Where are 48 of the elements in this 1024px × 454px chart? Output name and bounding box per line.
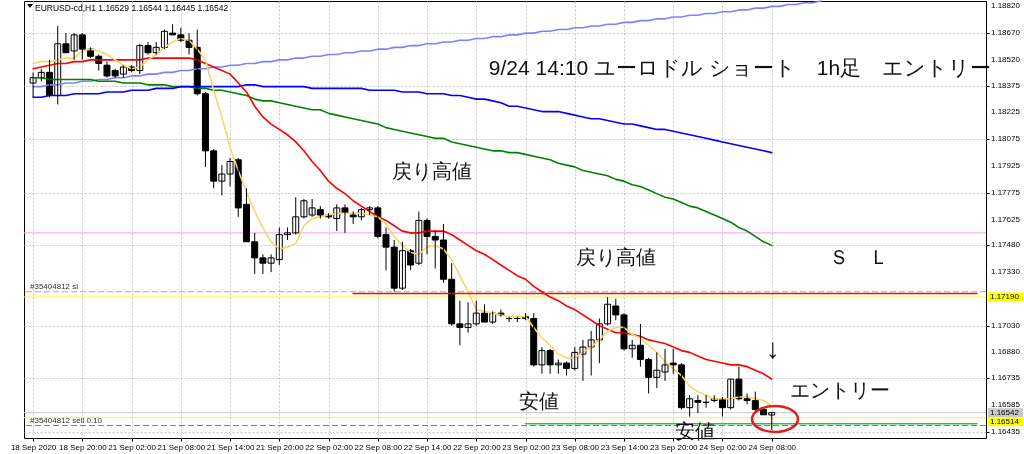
chart-title: EURUSD-cd,H1 1.16529 1.16544 1.16445 1.16542 — [35, 3, 229, 13]
x-tick-label: 22 Sep 08:00 — [354, 442, 403, 452]
y-tick-label: 1.16435 — [991, 426, 1021, 436]
y-tick-label: 1.18670 — [991, 28, 1021, 38]
annotation: 戻り高値 — [392, 160, 472, 182]
y-tick-label: 1.16880 — [991, 347, 1021, 357]
y-tick-label: 1.18075 — [991, 134, 1021, 144]
x-tick-label: 23 Sep 20:00 — [649, 442, 699, 452]
x-tick-label: 22 Sep 20:00 — [452, 442, 502, 452]
x-tick-label: 24 Sep 02:00 — [699, 442, 748, 452]
line-series — [32, 84, 773, 154]
y-tick-label: 1.17480 — [991, 240, 1021, 250]
x-tick-label: 21 Sep 02:00 — [108, 442, 157, 452]
x-tick-label: 21 Sep 20:00 — [256, 442, 305, 452]
annotation: 9/24 14:10 ユーロドル ショート 1h足 エントリー — [488, 56, 992, 79]
ref-line-label: 1.16514 — [990, 416, 1020, 426]
y-tick-label: 1.16585 — [991, 400, 1021, 409]
x-tick-label: 21 Sep 14:00 — [206, 442, 255, 452]
y-tick-label: 1.17925 — [991, 160, 1021, 170]
annotation: ↓ — [766, 333, 780, 364]
ref-line-label: #35404812 sl — [30, 281, 79, 291]
x-tick-label: 23 Sep 02:00 — [502, 442, 551, 452]
x-tick-label: 18 Sep 20:00 — [59, 442, 108, 452]
x-tick-label: 22 Sep 02:00 — [305, 442, 354, 452]
annotation: エントリー — [790, 379, 890, 401]
x-tick-label: 23 Sep 14:00 — [600, 442, 649, 452]
x-tick-label: 22 Sep 14:00 — [403, 442, 452, 452]
x-tick-label: 21 Sep 08:00 — [157, 442, 206, 452]
y-tick-label: 1.17030 — [991, 320, 1021, 330]
y-tick-label: 1.18520 — [991, 54, 1021, 64]
y-tick-label: 1.17330 — [991, 267, 1021, 277]
y-tick-label: 1.17775 — [991, 187, 1021, 197]
y-tick-label: 1.17625 — [991, 214, 1021, 224]
annotation: 安値 — [675, 420, 715, 442]
x-tick-label: 18 Sep 2020 — [10, 442, 57, 452]
y-tick-label: 1.18820 — [991, 1, 1021, 11]
candlestick — [29, 71, 37, 98]
y-tick-label: 1.18375 — [991, 80, 1021, 90]
ref-line-label: 1.16542 — [990, 407, 1020, 417]
annotation: 戻り高値 — [576, 246, 656, 268]
annotation: 安値 — [519, 390, 559, 412]
y-tick-label: 1.18225 — [991, 107, 1021, 117]
x-tick-label: 24 Sep 08:00 — [748, 442, 797, 452]
ref-line-label: 1.17190 — [990, 292, 1020, 302]
ref-line-label: #35404812 sell 0.10 — [30, 415, 103, 425]
annotation: Ｓ Ｌ — [829, 246, 889, 268]
x-tick-label: 23 Sep 08:00 — [551, 442, 600, 452]
y-tick-label: 1.16735 — [991, 373, 1021, 383]
